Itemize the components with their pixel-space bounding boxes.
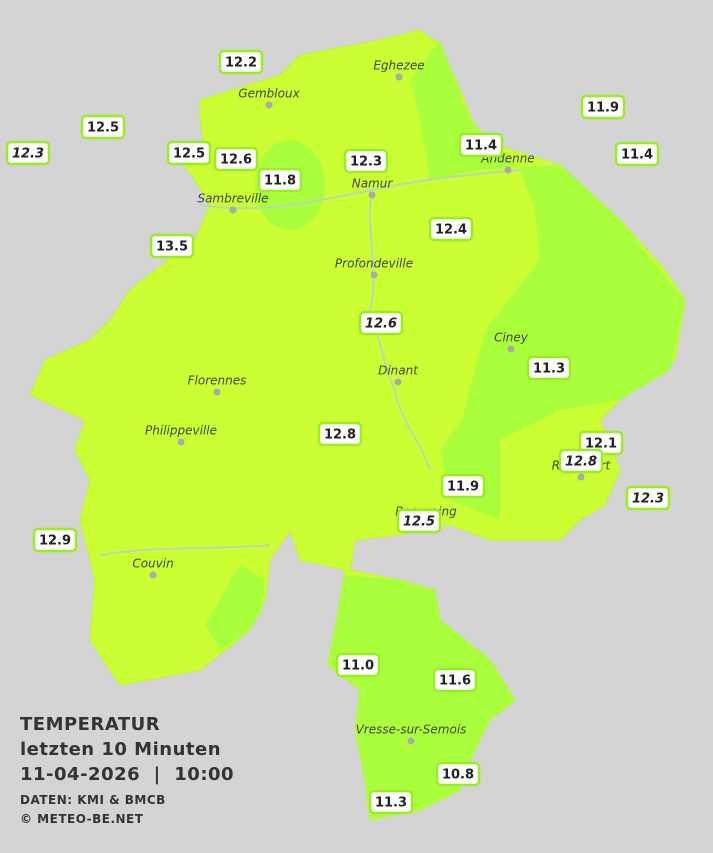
station-box (432, 667, 478, 693)
station-box (5, 140, 51, 166)
station-box (458, 132, 504, 158)
station-box (558, 448, 604, 474)
city-label: Profondeville (335, 257, 413, 271)
station-box (218, 49, 264, 75)
city-label: Ciney (494, 331, 529, 345)
city-dot (177, 438, 185, 446)
station-value: 11.8 (264, 174, 296, 189)
station-box (149, 233, 195, 259)
city-dot (395, 73, 403, 81)
station-value: 11.6 (439, 674, 471, 689)
station-box (396, 508, 442, 534)
station-value: 11.3 (533, 362, 565, 377)
station-value: 11.9 (447, 480, 479, 495)
city-label: Sambreville (197, 192, 268, 206)
city-dot (265, 101, 273, 109)
station-value: 11.4 (465, 139, 497, 154)
map-datetime: 11-04-2026 | 10:00 (20, 764, 234, 785)
city-dot (368, 191, 376, 199)
station-box (435, 761, 481, 787)
station-value: 12.3 (632, 492, 664, 507)
station-value: 12.6 (365, 317, 397, 332)
station-box (80, 114, 126, 140)
map-title: TEMPERATUR (20, 714, 160, 735)
station-value: 12.5 (173, 147, 205, 162)
station-box (317, 421, 363, 447)
station-value: 12.5 (87, 121, 119, 136)
station-value: 12.2 (225, 56, 257, 71)
station-box (625, 485, 671, 511)
station-box (166, 140, 212, 166)
station-value: 12.3 (350, 155, 382, 170)
station-value: 12.9 (39, 534, 71, 549)
station-box (343, 148, 389, 174)
city-label: Gembloux (238, 87, 300, 101)
station-value: 13.5 (156, 240, 188, 255)
station-box (428, 216, 474, 242)
city-dot (213, 388, 221, 396)
station-value: 12.3 (12, 147, 44, 162)
station-value: 12.5 (403, 515, 435, 530)
station-value: 12.8 (565, 455, 597, 470)
station-box (32, 527, 78, 553)
station-value: 11.3 (375, 796, 407, 811)
station-box (213, 146, 259, 172)
city-label: Namur (352, 177, 394, 191)
station-box (257, 167, 303, 193)
cool-zone (328, 575, 515, 820)
station-value: 12.1 (585, 437, 617, 452)
station-box (358, 310, 404, 336)
copyright: © METEO-BE.NET (20, 812, 144, 826)
source: DATEN: KMI & BMCB (20, 793, 166, 807)
station-value: 12.6 (220, 153, 252, 168)
city-dot (577, 473, 585, 481)
station-value: 12.4 (435, 223, 467, 238)
city-label: Vresse-sur-Semois (356, 723, 467, 737)
city-dot (394, 378, 402, 386)
cool-zone (205, 565, 265, 650)
station-value: 12.8 (324, 428, 356, 443)
city-dot (370, 271, 378, 279)
station-value: 10.8 (442, 768, 474, 783)
river (99, 169, 521, 556)
station-box (614, 141, 660, 167)
city-label: Florennes (188, 374, 247, 388)
map-subtitle: letzten 10 Minuten (20, 739, 221, 760)
station-box (335, 652, 381, 678)
station-box (526, 355, 572, 381)
city-dot (149, 571, 157, 579)
city-label: Dinant (378, 364, 419, 378)
city-dot (504, 166, 512, 174)
city-label: Couvin (132, 557, 173, 571)
city-dot (407, 737, 415, 745)
city-label: Eghezee (373, 59, 424, 73)
city-label: Philippeville (145, 424, 217, 438)
station-value: 11.9 (587, 101, 619, 116)
station-value: 11.0 (342, 659, 374, 674)
cool-zone (410, 40, 685, 520)
station-box (580, 94, 626, 120)
station-box (440, 473, 486, 499)
station-box (368, 789, 414, 815)
city-dot (507, 345, 515, 353)
station-value: 11.4 (621, 148, 653, 163)
city-dot (229, 206, 237, 214)
